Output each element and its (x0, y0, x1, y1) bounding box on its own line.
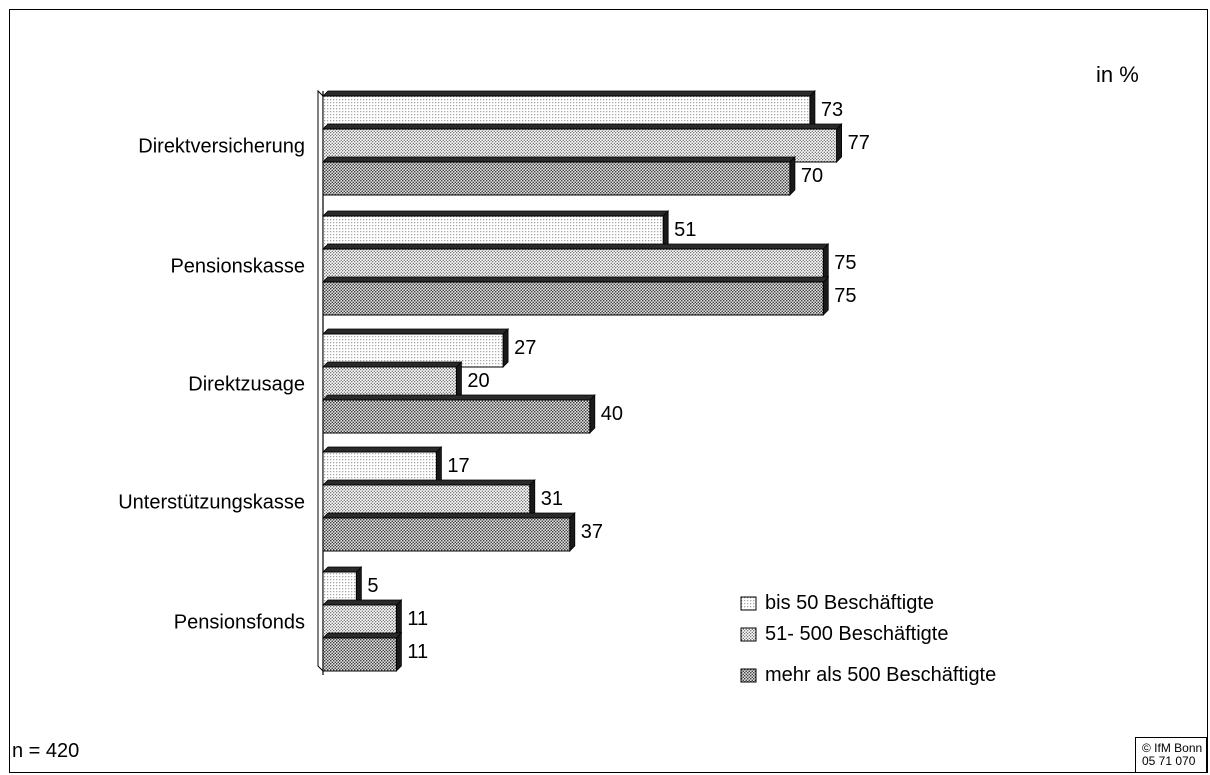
value-label-pensionsfonds-s1: 11 (407, 608, 428, 630)
value-label-unterst-tzungskasse-s1: 31 (541, 488, 563, 510)
bar-side-pensionsfonds-s1 (395, 599, 402, 639)
bar-top-pensionskasse-s0 (322, 210, 670, 217)
bar-top-pensionsfonds-s0 (322, 566, 363, 573)
bar-direktversicherung-s0 (322, 95, 811, 130)
bar-top-direktzusage-s1 (322, 361, 463, 368)
bar-side-unterst-tzungskasse-s1 (529, 479, 536, 519)
bar-top-pensionsfonds-s2 (322, 632, 403, 639)
bar-top-unterst-tzungskasse-s1 (322, 479, 536, 486)
bar-top-direktzusage-s0 (322, 328, 510, 335)
category-label-direktzusage: Direktzusage (188, 374, 305, 396)
sample-size-label: n = 420 (12, 740, 80, 762)
category-label-direktversicherung: Direktversicherung (138, 136, 305, 158)
source-line-2: 05 71 070 (1142, 754, 1196, 768)
legend-swatch-2 (740, 668, 757, 683)
chart-frame (9, 9, 1208, 773)
bar-side-direktversicherung-s0 (809, 90, 816, 130)
bar-top-direktversicherung-s2 (322, 156, 796, 163)
value-label-direktversicherung-s1: 77 (848, 132, 870, 154)
bar-top-unterst-tzungskasse-s2 (322, 512, 576, 519)
bar-side-direktzusage-s1 (455, 361, 462, 401)
value-label-direktzusage-s0: 27 (514, 337, 536, 359)
source-line-1: © IfM Bonn (1142, 741, 1203, 755)
value-label-direktzusage-s2: 40 (601, 403, 623, 425)
category-label-pensionskasse: Pensionskasse (170, 256, 305, 278)
bar-direktzusage-s2 (322, 399, 591, 434)
bar-top-direktversicherung-s1 (322, 123, 843, 130)
value-label-direktversicherung-s0: 73 (821, 99, 843, 121)
value-label-direktzusage-s1: 20 (467, 370, 489, 392)
bar-side-unterst-tzungskasse-s2 (569, 512, 576, 552)
source-box: © IfM Bonn 05 71 070 (1135, 737, 1207, 773)
bar-pensionsfonds-s2 (322, 637, 397, 672)
bar-top-pensionskasse-s2 (322, 276, 830, 283)
bar-top-pensionsfonds-s1 (322, 599, 403, 606)
bar-side-unterst-tzungskasse-s0 (435, 446, 442, 486)
legend-swatch-1 (740, 627, 757, 642)
bar-side-direktversicherung-s2 (789, 156, 796, 196)
bar-side-direktzusage-s2 (589, 394, 596, 434)
unit-label: in % (1096, 62, 1139, 87)
legend-entry-2: mehr als 500 Beschäftigte (765, 664, 996, 686)
bar-pensionsfonds-s0 (322, 571, 357, 606)
bar-pensionskasse-s2 (322, 281, 824, 316)
bar-unterst-tzungskasse-s0 (322, 451, 437, 486)
value-label-pensionsfonds-s0: 5 (367, 575, 378, 597)
bar-pensionskasse-s0 (322, 215, 664, 250)
bar-side-pensionskasse-s1 (822, 243, 829, 283)
bar-direktversicherung-s1 (322, 128, 838, 163)
bar-direktzusage-s0 (322, 333, 504, 368)
legend-swatch-0 (740, 596, 757, 611)
bar-pensionsfonds-s1 (322, 604, 397, 639)
bar-unterst-tzungskasse-s2 (322, 517, 571, 552)
legend-entry-1: 51- 500 Beschäftigte (765, 623, 948, 645)
bar-pensionskasse-s1 (322, 248, 824, 283)
bar-top-direktzusage-s2 (322, 394, 596, 401)
bar-side-direktversicherung-s1 (836, 123, 842, 163)
bar-side-direktzusage-s0 (502, 328, 509, 368)
bar-unterst-tzungskasse-s1 (322, 484, 531, 519)
bar-direktzusage-s1 (322, 366, 457, 401)
bar-side-pensionsfonds-s2 (395, 632, 402, 672)
bar-direktversicherung-s2 (322, 161, 791, 196)
value-label-direktversicherung-s2: 70 (801, 165, 823, 187)
value-label-pensionsfonds-s2: 11 (407, 641, 428, 663)
bar-side-pensionskasse-s0 (662, 210, 669, 250)
category-label-pensionsfonds: Pensionsfonds (174, 612, 305, 634)
value-label-unterst-tzungskasse-s2: 37 (581, 521, 603, 543)
bar-top-unterst-tzungskasse-s0 (322, 446, 443, 453)
bar-side-pensionsfonds-s0 (355, 566, 362, 606)
value-label-pensionskasse-s2: 75 (834, 285, 856, 307)
bar-top-pensionskasse-s1 (322, 243, 830, 250)
bar-top-direktversicherung-s0 (322, 90, 816, 97)
legend-entry-0: bis 50 Beschäftigte (765, 592, 934, 614)
value-label-unterst-tzungskasse-s0: 17 (447, 455, 469, 477)
y-axis-wall (317, 89, 324, 673)
value-label-pensionskasse-s0: 51 (674, 219, 696, 241)
value-label-pensionskasse-s1: 75 (834, 252, 856, 274)
bar-side-pensionskasse-s2 (822, 276, 829, 316)
category-label-unterst-tzungskasse: Unterstützungskasse (118, 492, 305, 514)
